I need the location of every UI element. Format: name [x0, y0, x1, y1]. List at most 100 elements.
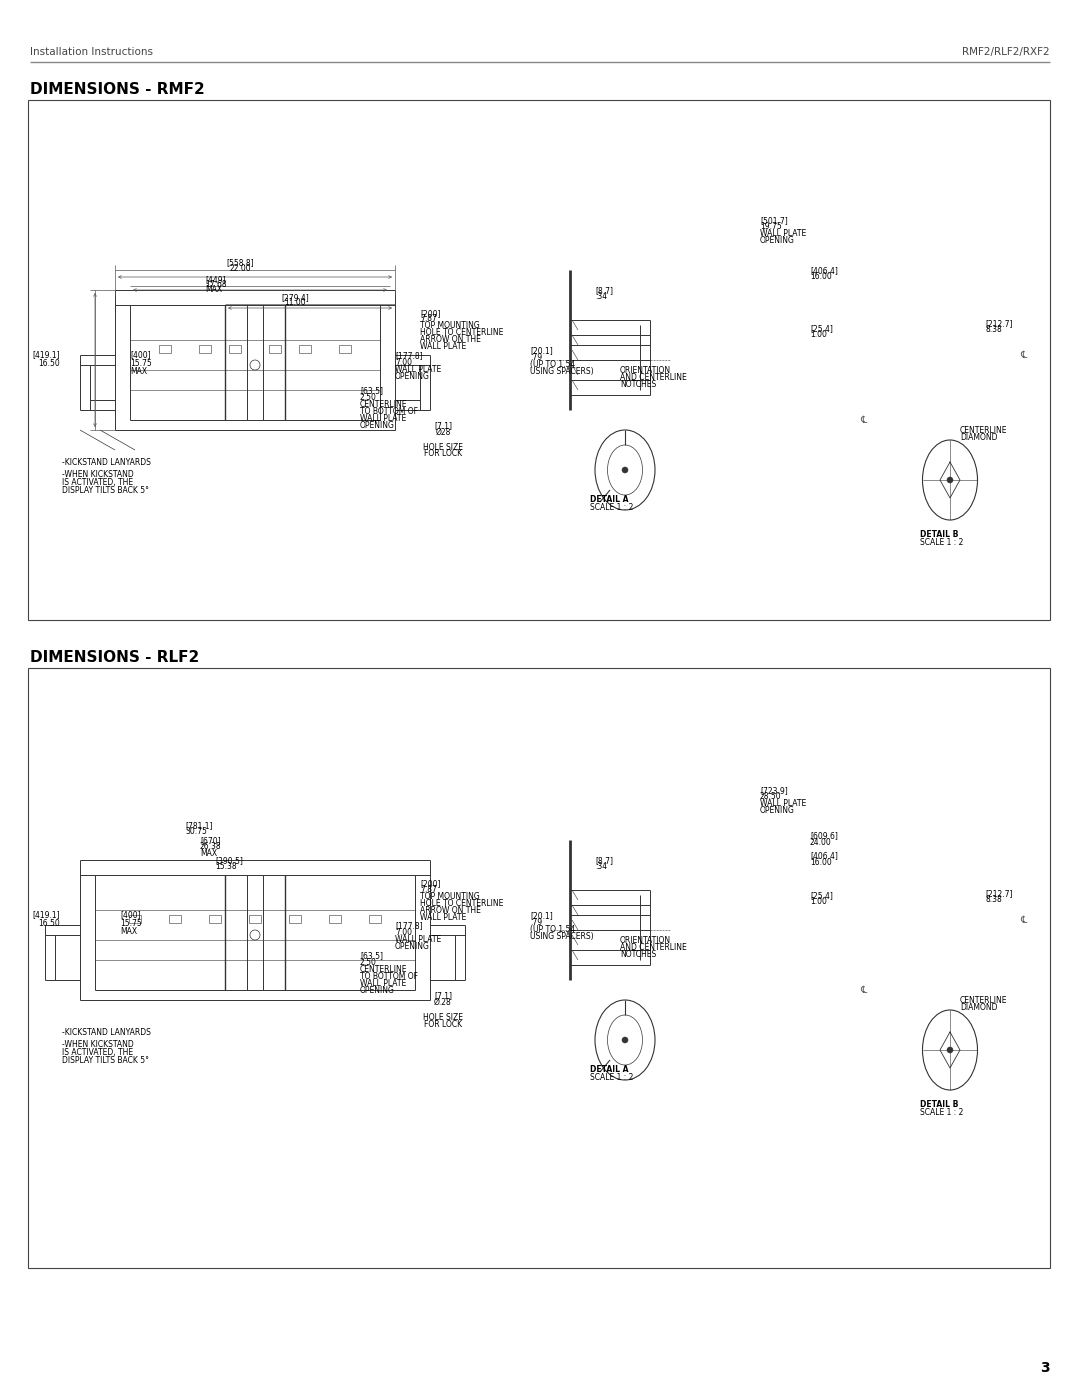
Text: Installation Instructions: Installation Instructions — [30, 47, 153, 57]
Text: 8.38: 8.38 — [985, 326, 1002, 334]
Text: DETAIL A: DETAIL A — [590, 1065, 629, 1074]
Text: TOP MOUNTING: TOP MOUNTING — [420, 893, 480, 901]
Text: -KICKSTAND LANYARDS: -KICKSTAND LANYARDS — [62, 1028, 151, 1037]
Text: WALL PLATE: WALL PLATE — [760, 229, 807, 237]
Text: [7.1]: [7.1] — [434, 990, 453, 1000]
Text: ARROW ON THE: ARROW ON THE — [420, 907, 481, 915]
Text: CENTERLINE: CENTERLINE — [960, 996, 1008, 1004]
Bar — [229, 345, 241, 353]
Circle shape — [249, 360, 260, 370]
Bar — [199, 345, 211, 353]
Ellipse shape — [922, 440, 977, 520]
Text: DETAIL B: DETAIL B — [920, 1099, 958, 1109]
Text: 7.87: 7.87 — [420, 314, 437, 323]
Text: 7.87: 7.87 — [420, 886, 437, 894]
Text: DIAMOND: DIAMOND — [960, 1003, 998, 1011]
Text: AND CENTERLINE: AND CENTERLINE — [620, 943, 687, 951]
Text: 8.38: 8.38 — [985, 895, 1002, 904]
Bar — [369, 915, 381, 923]
Text: ORIENTATION: ORIENTATION — [620, 366, 671, 374]
Circle shape — [622, 1037, 627, 1044]
Text: TO BOTTOM OF: TO BOTTOM OF — [360, 972, 418, 981]
Text: SCALE 1 : 2: SCALE 1 : 2 — [920, 538, 963, 548]
Text: .79: .79 — [530, 353, 542, 362]
Text: TO BOTTOM OF: TO BOTTOM OF — [360, 407, 418, 416]
Bar — [129, 915, 141, 923]
Text: [25.4]: [25.4] — [810, 324, 833, 332]
Text: ℄: ℄ — [860, 985, 866, 995]
Circle shape — [947, 476, 953, 483]
Text: DETAIL B: DETAIL B — [920, 529, 958, 539]
Ellipse shape — [607, 1016, 643, 1065]
Text: HOLE SIZE: HOLE SIZE — [423, 443, 463, 453]
Text: ℄: ℄ — [1020, 915, 1026, 925]
Text: 22.00: 22.00 — [229, 264, 251, 272]
Text: 28.50: 28.50 — [760, 792, 782, 800]
Text: WALL PLATE: WALL PLATE — [420, 914, 467, 922]
Text: 2.50: 2.50 — [360, 958, 377, 967]
Circle shape — [947, 1046, 953, 1053]
Text: 11.00: 11.00 — [284, 298, 306, 307]
Text: (UP TO 1.54: (UP TO 1.54 — [530, 925, 576, 935]
Text: [670]: [670] — [200, 835, 220, 845]
Text: [212.7]: [212.7] — [985, 319, 1013, 328]
Text: [723.9]: [723.9] — [760, 787, 787, 795]
Text: SCALE 1 : 2: SCALE 1 : 2 — [590, 503, 633, 511]
Text: OPENING: OPENING — [395, 942, 430, 951]
Text: WALL PLATE: WALL PLATE — [395, 935, 442, 944]
Text: OPENING: OPENING — [760, 806, 795, 814]
Text: HOLE TO CENTERLINE: HOLE TO CENTERLINE — [420, 328, 503, 337]
Text: FOR LOCK: FOR LOCK — [424, 1020, 462, 1030]
Ellipse shape — [595, 430, 654, 510]
Ellipse shape — [922, 1010, 977, 1090]
Text: OPENING: OPENING — [760, 236, 795, 244]
Text: [8.7]: [8.7] — [595, 856, 613, 865]
Text: [558.8]: [558.8] — [226, 258, 254, 267]
Text: WALL PLATE: WALL PLATE — [760, 799, 807, 807]
Text: (UP TO 1.54: (UP TO 1.54 — [530, 360, 576, 369]
Text: MAX: MAX — [200, 849, 217, 858]
Text: [177.8]: [177.8] — [395, 351, 422, 360]
Text: -WHEN KICKSTAND: -WHEN KICKSTAND — [62, 469, 134, 479]
Text: MAX: MAX — [130, 366, 147, 376]
Text: [279.4]: [279.4] — [281, 293, 309, 302]
Text: WALL PLATE: WALL PLATE — [395, 365, 442, 374]
Text: 30.75: 30.75 — [185, 827, 207, 835]
Text: 24.00: 24.00 — [810, 838, 832, 847]
Text: WALL PLATE: WALL PLATE — [360, 414, 406, 423]
Text: -KICKSTAND LANYARDS: -KICKSTAND LANYARDS — [62, 458, 151, 467]
Ellipse shape — [607, 446, 643, 495]
Text: SCALE 1 : 2: SCALE 1 : 2 — [590, 1073, 633, 1083]
Text: MAX: MAX — [205, 285, 222, 293]
Text: WALL PLATE: WALL PLATE — [420, 342, 467, 351]
Ellipse shape — [595, 1000, 654, 1080]
Text: NOTCHES: NOTCHES — [620, 380, 657, 388]
Text: DIMENSIONS - RLF2: DIMENSIONS - RLF2 — [30, 650, 199, 665]
Text: WALL PLATE: WALL PLATE — [360, 979, 406, 988]
Text: [406.4]: [406.4] — [810, 851, 838, 861]
Text: DISPLAY TILTS BACK 5°: DISPLAY TILTS BACK 5° — [62, 1056, 149, 1065]
Text: DIMENSIONS - RMF2: DIMENSIONS - RMF2 — [30, 82, 205, 96]
Text: 7.00: 7.00 — [395, 358, 411, 367]
Text: 16.50: 16.50 — [38, 918, 60, 928]
Text: [400]: [400] — [120, 911, 140, 919]
Text: SCALE 1 : 2: SCALE 1 : 2 — [920, 1108, 963, 1118]
Text: [400]: [400] — [130, 351, 150, 359]
Text: ARROW ON THE: ARROW ON THE — [420, 335, 481, 344]
Bar — [329, 915, 341, 923]
Text: 15.38: 15.38 — [215, 862, 237, 870]
Text: 26.38: 26.38 — [200, 842, 221, 851]
Text: Ø28: Ø28 — [435, 427, 450, 437]
Text: [20.1]: [20.1] — [530, 911, 553, 921]
Text: DISPLAY TILTS BACK 5°: DISPLAY TILTS BACK 5° — [62, 486, 149, 495]
Text: 15.75: 15.75 — [130, 359, 152, 367]
Text: HOLE TO CENTERLINE: HOLE TO CENTERLINE — [420, 900, 503, 908]
Text: 1.00: 1.00 — [810, 330, 827, 339]
Text: [8.7]: [8.7] — [595, 286, 613, 295]
Text: HOLE SIZE: HOLE SIZE — [423, 1013, 463, 1023]
Bar — [269, 345, 281, 353]
Text: RMF2/RLF2/RXF2: RMF2/RLF2/RXF2 — [962, 47, 1050, 57]
Text: [449]: [449] — [205, 275, 226, 284]
Text: DIAMOND: DIAMOND — [960, 433, 998, 441]
Text: NOTCHES: NOTCHES — [620, 950, 657, 958]
